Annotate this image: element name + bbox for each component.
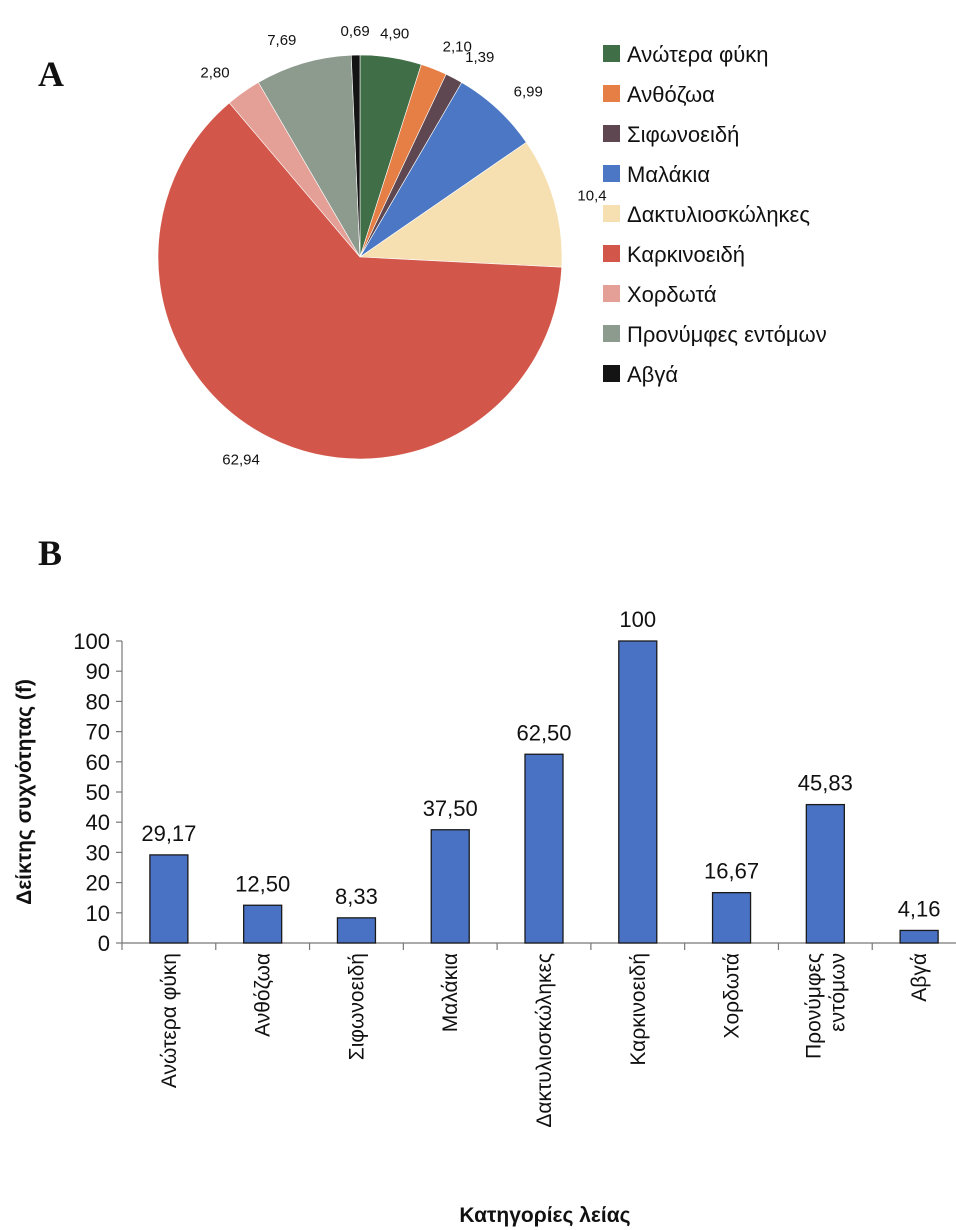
pie-data-label: 4,90: [380, 26, 409, 43]
x-category-text: Μαλάκια: [439, 953, 462, 1032]
pie-slice: [359, 141, 563, 268]
y-tick-label: 30: [86, 840, 110, 865]
bar-value-label: 16,67: [704, 859, 759, 884]
legend-label: Καρκινοειδή: [627, 242, 745, 267]
pie-data-label: 0,69: [340, 23, 369, 40]
x-category-label: Καρκινοειδή: [627, 953, 650, 1066]
x-category-text: Καρκινοειδή: [627, 953, 650, 1066]
legend-swatch: [603, 85, 620, 102]
pie-data-label: 6,99: [514, 83, 543, 100]
legend-swatch: [603, 285, 620, 302]
y-tick-label: 100: [73, 629, 110, 654]
y-tick-label: 60: [86, 750, 110, 775]
legend-swatch: [603, 125, 620, 142]
bar-value-label: 62,50: [516, 720, 571, 745]
legend-swatch: [603, 45, 620, 62]
legend-swatch: [603, 245, 620, 262]
bar-value-label: 29,17: [141, 821, 196, 846]
panel-letter-b: B: [38, 533, 62, 573]
legend-label: Ανώτερα φύκη: [627, 42, 769, 67]
legend-label: Ανθόζωα: [627, 82, 715, 107]
bar: [243, 904, 283, 944]
legend-label: Προνύμφες εντόμων: [627, 322, 827, 347]
y-tick-label: 90: [86, 659, 110, 684]
y-tick-label: 0: [98, 931, 110, 956]
pie-slice: [157, 102, 563, 460]
bar-value-label: 45,83: [798, 771, 853, 796]
x-category-text: Χορδωτά: [721, 953, 744, 1039]
x-category-label: Σιφωνοειδή: [345, 953, 368, 1060]
x-category-text: Σιφωνοειδή: [345, 953, 368, 1060]
legend-swatch: [603, 205, 620, 222]
bar: [524, 753, 564, 944]
bar-chart: 0 10 20 30 40 50 60 70 80 90 100 29,17 Ανώτερα φύκη 1…: [13, 607, 956, 1227]
bar-value-label: 8,33: [335, 884, 378, 909]
x-category-label: Δακτυλιοσκώληκες: [533, 953, 556, 1128]
legend-swatch: [603, 365, 620, 382]
y-tick-label: 40: [86, 810, 110, 835]
pie-slice: [350, 54, 361, 258]
y-tick-label: 20: [86, 871, 110, 896]
y-tick-label: 80: [86, 689, 110, 714]
legend-label: Δακτυλιοσκώληκες: [627, 202, 810, 227]
x-category-label: Ανθόζωα: [252, 953, 275, 1037]
pie-data-label: 2,10: [443, 39, 472, 56]
x-category-label: Προνύμφες εντόμων: [802, 953, 849, 1059]
x-category-label: Αβγά: [908, 953, 931, 1002]
pie-data-label: 2,80: [200, 64, 229, 81]
bar-value-label: 4,16: [898, 896, 941, 921]
y-tick-label: 50: [86, 780, 110, 805]
bar-value-label: 37,50: [423, 796, 478, 821]
bar-value-label: 100: [619, 607, 656, 632]
x-category-text: εντόμων: [826, 953, 849, 1032]
x-category-label: Μαλάκια: [439, 953, 462, 1032]
x-category-text: Αβγά: [908, 953, 931, 1002]
x-category-label: Χορδωτά: [721, 953, 744, 1039]
bar: [899, 929, 939, 944]
bar: [711, 892, 752, 944]
pie-data-label: 10,4: [577, 187, 606, 204]
bar: [805, 803, 845, 944]
y-axis-title: Δείκτης συχνότητας (f): [13, 679, 36, 905]
x-category-label: Ανώτερα φύκη: [158, 953, 181, 1088]
pie-legend: Ανώτερα φύκη Ανθόζωα Σιφωνοειδή Μαλάκια Δακτ…: [603, 42, 827, 387]
bar: [149, 854, 189, 944]
pie-data-label: 1,39: [465, 49, 494, 66]
x-axis-title: Κατηγορίες λείας: [459, 1204, 630, 1227]
pie-chart: 4,90 2,101,39 6,99 10,4 62,94 2,80 7,69 0,69: [157, 23, 607, 469]
legend-label: Σιφωνοειδή: [627, 122, 739, 147]
legend-swatch: [603, 165, 620, 182]
pie-data-label: 7,69: [267, 32, 296, 49]
legend-label: Μαλάκια: [627, 162, 710, 187]
bar: [430, 829, 470, 944]
bar-value-label: 12,50: [235, 871, 290, 896]
x-category-text: Ανθόζωα: [252, 953, 275, 1037]
bar: [336, 917, 377, 944]
pie-slice: [257, 54, 361, 258]
x-category-text: Ανώτερα φύκη: [158, 953, 181, 1088]
legend-label: Αβγά: [627, 362, 678, 387]
legend-swatch: [603, 325, 620, 342]
legend-label: Χορδωτά: [627, 282, 717, 307]
y-tick-label: 10: [86, 901, 110, 926]
x-category-text: Δακτυλιοσκώληκες: [533, 953, 556, 1128]
panel-letter-a: A: [38, 54, 64, 94]
y-tick-label: 70: [86, 720, 110, 745]
x-category-text: Προνύμφες: [802, 953, 825, 1059]
bar: [618, 640, 658, 944]
pie-data-label: 62,94: [222, 452, 260, 469]
